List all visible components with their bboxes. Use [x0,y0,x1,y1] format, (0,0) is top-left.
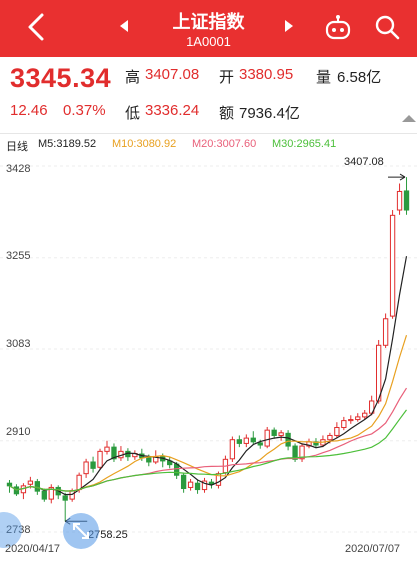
candle-body [48,486,54,500]
candle-body [180,474,187,490]
candle-body [90,461,96,469]
prev-stock-icon[interactable] [120,20,128,32]
search-icon[interactable] [374,14,400,40]
open-value: 3380.95 [239,66,294,83]
candle-body [236,439,243,444]
ma10-line [9,335,408,492]
volume-label: 量 [316,69,332,86]
max-price-annotation: 3407.08 [344,156,384,168]
candle-body [403,190,410,211]
candle-body [111,446,117,460]
candle-body [278,432,284,436]
candle-body [271,429,277,436]
candle-body [208,481,215,485]
candle-body [355,416,361,421]
candle-body [97,450,103,468]
candle-body [62,495,68,501]
candle-body [6,482,13,487]
candle-body [187,481,194,488]
candle-body [229,439,236,460]
y-tick-label: 3255 [6,250,31,262]
y-tick-label: 2738 [6,524,31,536]
zoom-bubble [0,512,22,548]
ma20-line [9,387,408,492]
x-start-date: 2020/04/17 [5,543,61,555]
candle-body [243,437,249,444]
low-label: 低 [125,105,141,122]
candle-body [34,481,41,492]
header-bar: 上证指数 1A0001 [0,0,417,57]
ma30-label: M30:2965.41 [272,138,337,150]
robot-assistant-icon[interactable] [324,14,352,42]
candle-body [348,419,354,422]
candlestick-chart[interactable] [0,154,417,543]
period-label[interactable]: 日线 [6,141,28,153]
amount-value: 7936.4亿 [239,105,300,122]
y-tick-label: 2910 [6,426,31,438]
candle-body [362,412,368,418]
candle-body [194,482,201,491]
candle-body [27,480,34,485]
stock-code: 1A0001 [186,34,231,49]
candle-body [83,461,89,475]
expand-chart-icon[interactable] [63,513,99,549]
candle-body [250,437,256,443]
y-tick-label: 3428 [6,163,31,175]
x-end-date: 2020/07/07 [345,543,401,555]
page-title: 上证指数 [172,12,245,32]
candle-body [104,446,110,452]
max-annotation-arrow [399,176,406,181]
candle-body [389,214,396,317]
ma10-label: M10:3080.92 [112,138,177,150]
candle-body [375,344,382,402]
amount-label: 额 [219,105,235,122]
candle-body [257,442,263,446]
divider [0,133,417,134]
ma5-label: M5:3189.52 [38,138,97,150]
volume-value: 6.58亿 [337,69,382,86]
y-tick-label: 3083 [6,338,31,350]
candle-body [41,490,47,500]
collapse-arrow-icon[interactable] [402,115,416,122]
ma20-label: M20:3007.60 [192,138,257,150]
candle-body [396,190,403,211]
candle-body [201,480,208,491]
candle-body [382,318,389,346]
price-change-percent: 0.37% [63,102,106,119]
candle-body [327,434,333,441]
max-annotation-arrow [399,173,406,178]
candle-body [146,457,152,463]
candle-body [292,445,298,460]
ma-legend: 日线 M5:3189.52 M10:3080.92 M20:3007.60 M3… [0,138,417,154]
ma30-line [9,409,407,492]
candle-body [76,474,82,491]
price-change: 12.46 [10,102,48,119]
candle-body [285,432,291,447]
candle-body [341,420,347,429]
last-price: 3345.34 [10,63,112,93]
next-stock-icon[interactable] [285,20,293,32]
high-label: 高 [125,69,141,86]
low-value: 3336.24 [145,102,200,119]
candle-body [264,429,270,447]
open-label: 开 [219,69,235,86]
candle-body [299,445,305,460]
back-arrow-icon[interactable] [22,12,52,42]
ma5-line [9,256,408,496]
candle-body [334,427,340,436]
high-value: 3407.08 [145,66,200,83]
quote-panel: 3345.34 12.46 0.37% 高 3407.08 开 3380.95 … [0,57,417,135]
